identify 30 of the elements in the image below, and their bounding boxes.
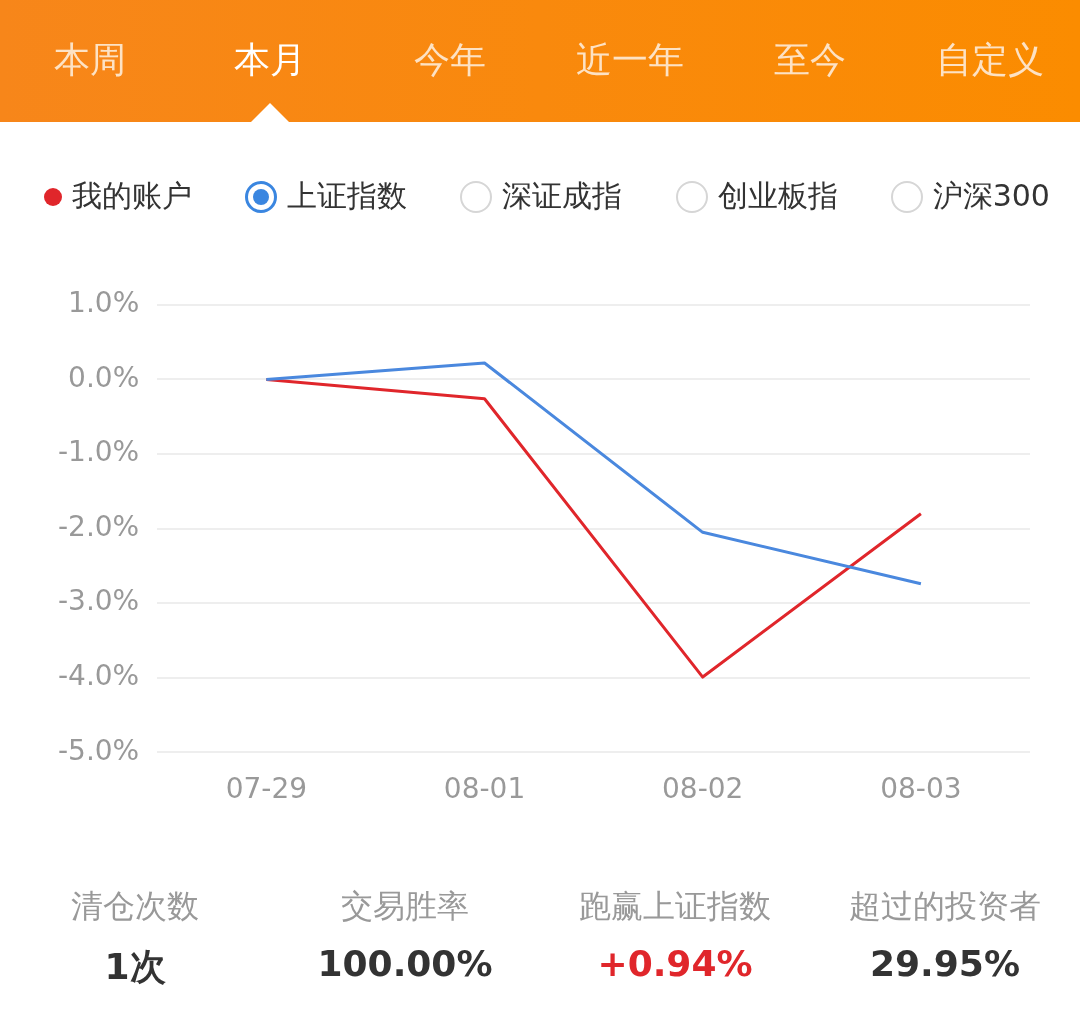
text: 深证成指 (501, 177, 623, 215)
text: 沪深300 (931, 177, 1050, 215)
y-tick-label: -4.0% (57, 659, 140, 693)
legend-label: 上证指数 (286, 177, 408, 215)
text: +0.94% (596, 943, 754, 984)
text: 本周 (53, 38, 127, 82)
text: 100.00% (316, 943, 494, 984)
text: 1次 (103, 945, 167, 989)
text: 今年 (413, 38, 487, 82)
y-tick-label: -2.0% (57, 509, 140, 543)
text: 自定义 (935, 38, 1045, 82)
x-tick-label: 07-29 (225, 772, 308, 806)
y-tick-label: 1.0% (68, 286, 140, 320)
y-tick-label: -3.0% (57, 584, 140, 618)
x-tick-label: 08-03 (880, 772, 962, 806)
x-tick-label: 08-02 (662, 772, 744, 806)
y-tick-label: -1.0% (57, 435, 140, 469)
text: 29.95% (869, 943, 1021, 984)
text: 交易胜率 (340, 886, 470, 927)
y-tick-label: 0.0% (68, 360, 140, 394)
text: 本月 (233, 38, 307, 82)
x-tick-label: 08-01 (443, 772, 526, 806)
text: 创业板指 (716, 177, 838, 215)
text: 至今 (773, 38, 847, 82)
text: 超过的投资者 (848, 886, 1042, 927)
legend-label: 我的账户 (71, 177, 192, 215)
text: 跑赢上证指数 (578, 886, 772, 927)
text: 近一年 (575, 38, 685, 82)
y-tick-label: -5.0% (57, 733, 140, 767)
text: 清仓次数 (70, 886, 200, 927)
